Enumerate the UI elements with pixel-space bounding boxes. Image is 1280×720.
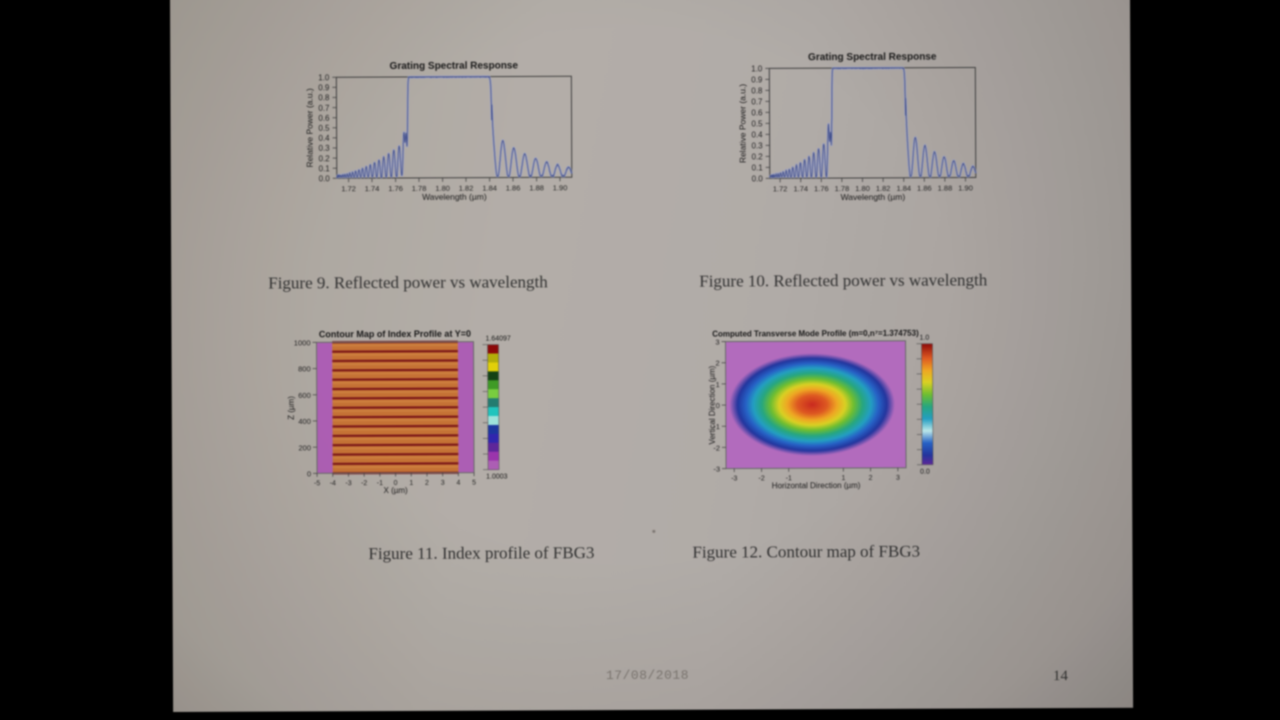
svg-text:1.72: 1.72 bbox=[773, 184, 788, 193]
svg-text:Vertical Direction (µm): Vertical Direction (µm) bbox=[708, 365, 717, 444]
svg-text:1.76: 1.76 bbox=[814, 184, 829, 193]
svg-text:0: 0 bbox=[307, 469, 311, 478]
svg-text:4: 4 bbox=[456, 480, 460, 487]
svg-text:1000: 1000 bbox=[294, 338, 311, 347]
svg-text:1.90: 1.90 bbox=[958, 183, 973, 192]
svg-text:-1: -1 bbox=[377, 480, 383, 487]
svg-text:0.2: 0.2 bbox=[752, 152, 764, 161]
svg-text:Relative Power (a.u.): Relative Power (a.u.) bbox=[304, 88, 314, 168]
svg-text:0.0: 0.0 bbox=[319, 174, 331, 183]
svg-text:Wavelength (µm): Wavelength (µm) bbox=[422, 192, 487, 202]
svg-text:Z (µm): Z (µm) bbox=[287, 396, 296, 420]
svg-text:3: 3 bbox=[715, 338, 719, 347]
svg-text:1.74: 1.74 bbox=[365, 184, 380, 193]
svg-text:1.64097: 1.64097 bbox=[485, 336, 510, 343]
svg-text:-3: -3 bbox=[345, 480, 351, 487]
svg-text:0.8: 0.8 bbox=[751, 86, 763, 95]
svg-text:600: 600 bbox=[298, 391, 311, 400]
svg-text:-2: -2 bbox=[361, 480, 367, 487]
svg-text:-4: -4 bbox=[330, 480, 336, 487]
svg-text:1.0: 1.0 bbox=[318, 73, 330, 82]
svg-text:X (µm): X (µm) bbox=[384, 486, 409, 495]
svg-text:0.3: 0.3 bbox=[752, 141, 764, 150]
svg-text:0.5: 0.5 bbox=[751, 119, 763, 128]
svg-text:1.88: 1.88 bbox=[938, 184, 953, 193]
svg-text:1.86: 1.86 bbox=[917, 184, 932, 193]
svg-text:1.0: 1.0 bbox=[919, 335, 929, 342]
svg-text:1.0: 1.0 bbox=[751, 64, 763, 73]
svg-text:Horizontal Direction (µm): Horizontal Direction (µm) bbox=[772, 481, 861, 490]
svg-text:-2: -2 bbox=[758, 475, 764, 482]
svg-text:-3: -3 bbox=[713, 465, 720, 474]
svg-text:0.0: 0.0 bbox=[752, 174, 764, 183]
svg-text:3: 3 bbox=[896, 475, 900, 482]
svg-text:1.0003: 1.0003 bbox=[486, 474, 508, 481]
svg-text:Grating Spectral Response: Grating Spectral Response bbox=[808, 52, 937, 64]
svg-text:-5: -5 bbox=[314, 480, 320, 487]
svg-text:0.2: 0.2 bbox=[319, 154, 331, 163]
svg-text:0.7: 0.7 bbox=[751, 97, 763, 106]
svg-text:0.6: 0.6 bbox=[318, 114, 330, 123]
svg-text:0.5: 0.5 bbox=[318, 124, 330, 133]
svg-text:2: 2 bbox=[869, 475, 873, 482]
svg-text:Contour Map of Index Profile a: Contour Map of Index Profile at Y=0 bbox=[319, 329, 471, 340]
svg-text:0.8: 0.8 bbox=[318, 94, 330, 103]
svg-text:Relative Power (a.u.): Relative Power (a.u.) bbox=[737, 84, 747, 164]
svg-text:400: 400 bbox=[298, 417, 311, 426]
svg-text:0.4: 0.4 bbox=[751, 130, 763, 139]
svg-text:1: 1 bbox=[409, 480, 413, 487]
svg-text:Computed Transverse Mode Profi: Computed Transverse Mode Profile (m=0,n⁷… bbox=[712, 329, 919, 339]
svg-text:0.3: 0.3 bbox=[319, 144, 331, 153]
svg-text:5: 5 bbox=[472, 480, 476, 487]
svg-text:0.1: 0.1 bbox=[752, 163, 764, 172]
svg-text:0.4: 0.4 bbox=[318, 134, 330, 143]
svg-text:-3: -3 bbox=[731, 476, 737, 483]
svg-text:0.9: 0.9 bbox=[751, 75, 763, 84]
svg-text:Grating Spectral Response: Grating Spectral Response bbox=[390, 60, 519, 72]
svg-text:200: 200 bbox=[298, 443, 311, 452]
svg-text:1.74: 1.74 bbox=[793, 184, 808, 193]
svg-text:800: 800 bbox=[298, 365, 311, 374]
svg-text:0.0: 0.0 bbox=[920, 469, 930, 476]
svg-text:1.72: 1.72 bbox=[341, 184, 356, 193]
svg-text:3: 3 bbox=[441, 480, 445, 487]
svg-text:0.1: 0.1 bbox=[319, 164, 331, 173]
svg-text:1.88: 1.88 bbox=[529, 183, 544, 192]
svg-text:1.86: 1.86 bbox=[506, 183, 521, 192]
svg-text:0.6: 0.6 bbox=[751, 108, 763, 117]
svg-text:1.76: 1.76 bbox=[388, 184, 403, 193]
svg-text:0.7: 0.7 bbox=[318, 104, 330, 113]
svg-text:0.9: 0.9 bbox=[318, 83, 330, 92]
svg-text:1.90: 1.90 bbox=[553, 183, 568, 192]
svg-text:2: 2 bbox=[425, 480, 429, 487]
svg-text:Wavelength (µm): Wavelength (µm) bbox=[841, 192, 906, 202]
